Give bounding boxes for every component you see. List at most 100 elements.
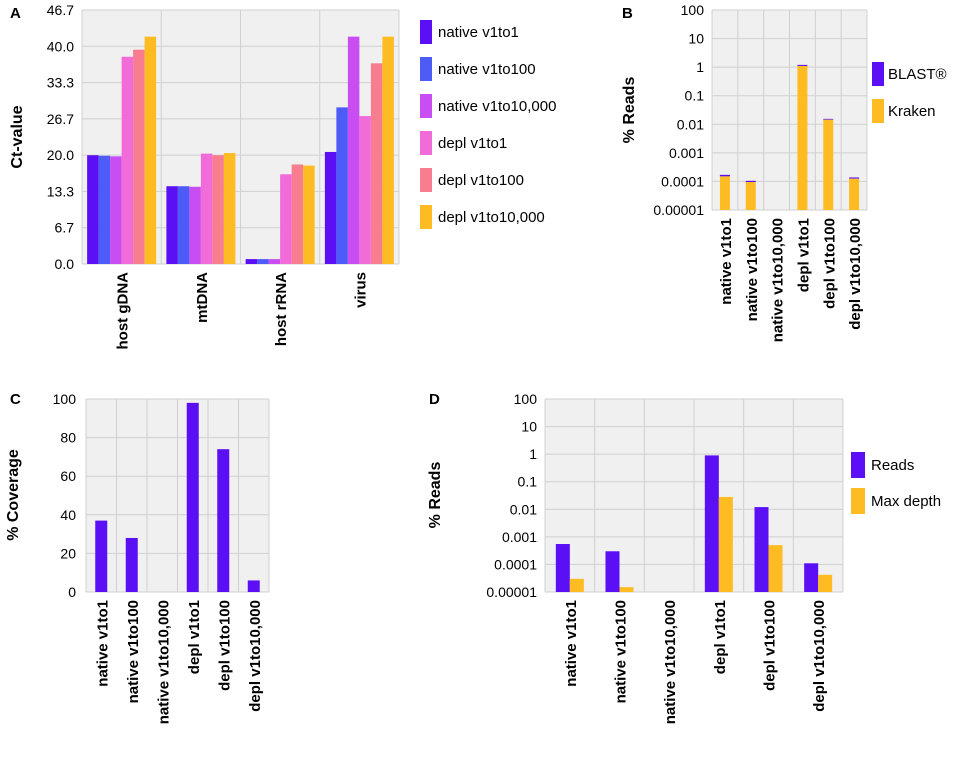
bar-native-v1to100-virus [336,107,348,264]
y-tick-label: 0.001 [502,529,537,545]
legend-label-native-v1to10-000: native v1to10,000 [438,98,556,115]
bar-depl-v1to100-host-rrna [291,164,304,264]
bar-max-depth-native-v1to1 [569,578,584,592]
bar-coverage-depl-v1to100 [217,449,230,592]
legend-label-native-v1to100: native v1to100 [438,61,536,78]
bar-reads-depl-v1to10-000 [804,563,819,592]
bar-blast-native-v1to100 [745,180,756,183]
bar-depl-v1to1-host-gdna [121,56,134,264]
legend-label-depl-v1to10-000: depl v1to10,000 [438,209,545,226]
y-tick-label: 0.001 [669,145,704,161]
bar-reads-depl-v1to100 [754,507,769,592]
y-axis-label-c: % Coverage [5,449,22,541]
x-category-label: depl v1to10,000 [847,218,864,330]
x-category-label: native v1to10,000 [662,600,679,724]
bar-native-v1to10-000-mtdna [189,186,201,264]
legend-label-max-depth: Max depth [871,493,941,510]
legend-label-native-v1to1: native v1to1 [438,24,519,41]
legend-b: BLAST® Kraken [872,62,947,123]
legend-label-blast: BLAST® [888,66,947,83]
y-tick-label: 0.01 [510,501,537,517]
panel-letter-a: A [10,5,21,22]
y-tick-label: 100 [53,391,77,407]
legend-swatch-depl-v1to1 [420,131,432,155]
y-ticks-c: 0 20 40 60 80 100 [53,391,77,600]
y-ticks-d: 0.00001 0.0001 0.001 0.01 0.1 1 10 100 [486,391,537,600]
legend-label-depl-v1to1: depl v1to1 [438,135,507,152]
legend-swatch-reads [851,452,865,478]
panel-b: B 0.00001 0.0001 0.001 0.01 0.1 1 10 100 native… [621,2,947,342]
bar-blast-native-v1to1 [719,174,730,177]
bar-kraken-native-v1to100 [745,182,756,210]
bar-depl-v1to10-000-mtdna [223,153,236,264]
x-category-label: depl v1to100 [762,600,779,691]
x-category-label: native v1to100 [613,600,630,703]
x-category-label: native v1to10,000 [155,600,172,724]
x-category-label: host gDNA [115,272,132,350]
legend-a: native v1to1 native v1to100 native v1to10,… [420,20,556,229]
y-tick-label: 60 [60,468,76,484]
y-tick-label: 0.0001 [661,173,704,189]
bar-max-depth-native-v1to100 [619,587,634,592]
legend-swatch-native-v1to10-000 [420,94,432,118]
bar-native-v1to1-virus [324,151,337,264]
bar-kraken-native-v1to1 [719,176,730,210]
bar-native-v1to10-000-host-gdna [110,156,122,264]
panel-letter-d: D [429,391,440,408]
grid-c [85,398,270,593]
y-axis-label-a: Ct-value [9,105,26,168]
y-tick-label: 10 [521,419,537,435]
bar-coverage-native-v1to100 [125,537,138,592]
bar-native-v1to100-host-gdna [98,155,111,264]
y-ticks-a: 0.0 6.7 13.3 20.0 26.7 33.3 40.0 46.7 [47,2,74,272]
grid-b [711,9,868,211]
bar-max-depth-depl-v1to1 [718,496,733,592]
bar-max-depth-depl-v1to10-000 [818,574,833,592]
x-category-label: native v1to1 [563,600,580,687]
bar-blast-depl-v1to100 [823,118,834,120]
x-category-label: depl v1to10,000 [247,600,264,712]
bar-depl-v1to100-mtdna [212,155,224,264]
bar-depl-v1to1-virus [359,116,371,264]
y-tick-label: 0.01 [677,116,704,132]
bar-kraken-depl-v1to10-000 [849,178,860,210]
x-category-label: mtDNA [194,272,211,323]
bar-depl-v1to100-host-gdna [133,49,145,264]
bar-depl-v1to10-000-host-gdna [144,36,157,264]
x-category-label: depl v1to1 [712,600,729,674]
y-axis-label-b: % Reads [621,77,638,144]
y-tick-label: 33.3 [47,75,74,91]
y-tick-label: 10 [688,31,704,47]
bar-native-v1to1-mtdna [166,186,178,264]
bar-reads-depl-v1to1 [704,455,719,592]
y-tick-label: 0.00001 [486,584,537,600]
legend-label-depl-v1to100: depl v1to100 [438,172,524,189]
x-categories-b: native v1to1 native v1to100 native v1to10,… [718,218,864,342]
legend-label-kraken: Kraken [888,103,936,120]
bar-coverage-depl-v1to1 [186,402,199,592]
x-category-label: host rRNA [273,272,290,346]
bar-blast-depl-v1to10-000 [849,177,860,179]
bar-depl-v1to1-host-rrna [280,174,292,264]
y-tick-label: 40 [60,507,76,523]
bar-native-v1to10-000-host-rrna [268,259,281,264]
bar-native-v1to10-000-virus [347,36,360,264]
x-category-label: native v1to10,000 [770,218,787,342]
y-tick-label: 80 [60,430,76,446]
bars-a [87,36,394,264]
bars-b [719,64,860,211]
y-tick-label: 100 [681,2,705,18]
x-category-label: native v1to100 [744,218,761,321]
x-category-label: depl v1to100 [216,600,233,691]
legend-swatch-max-depth [851,488,865,514]
legend-swatch-depl-v1to100 [420,168,432,192]
y-tick-label: 46.7 [47,2,74,18]
bar-native-v1to100-mtdna [177,186,190,264]
legend-swatch-native-v1to1 [420,20,432,44]
bars-c [95,402,260,592]
bars-d [555,455,833,592]
y-tick-label: 0.1 [685,88,705,104]
legend-label-reads: Reads [871,457,914,474]
panel-c: C 0 20 40 60 80 100 native v1to1 native v1to10… [5,391,270,724]
